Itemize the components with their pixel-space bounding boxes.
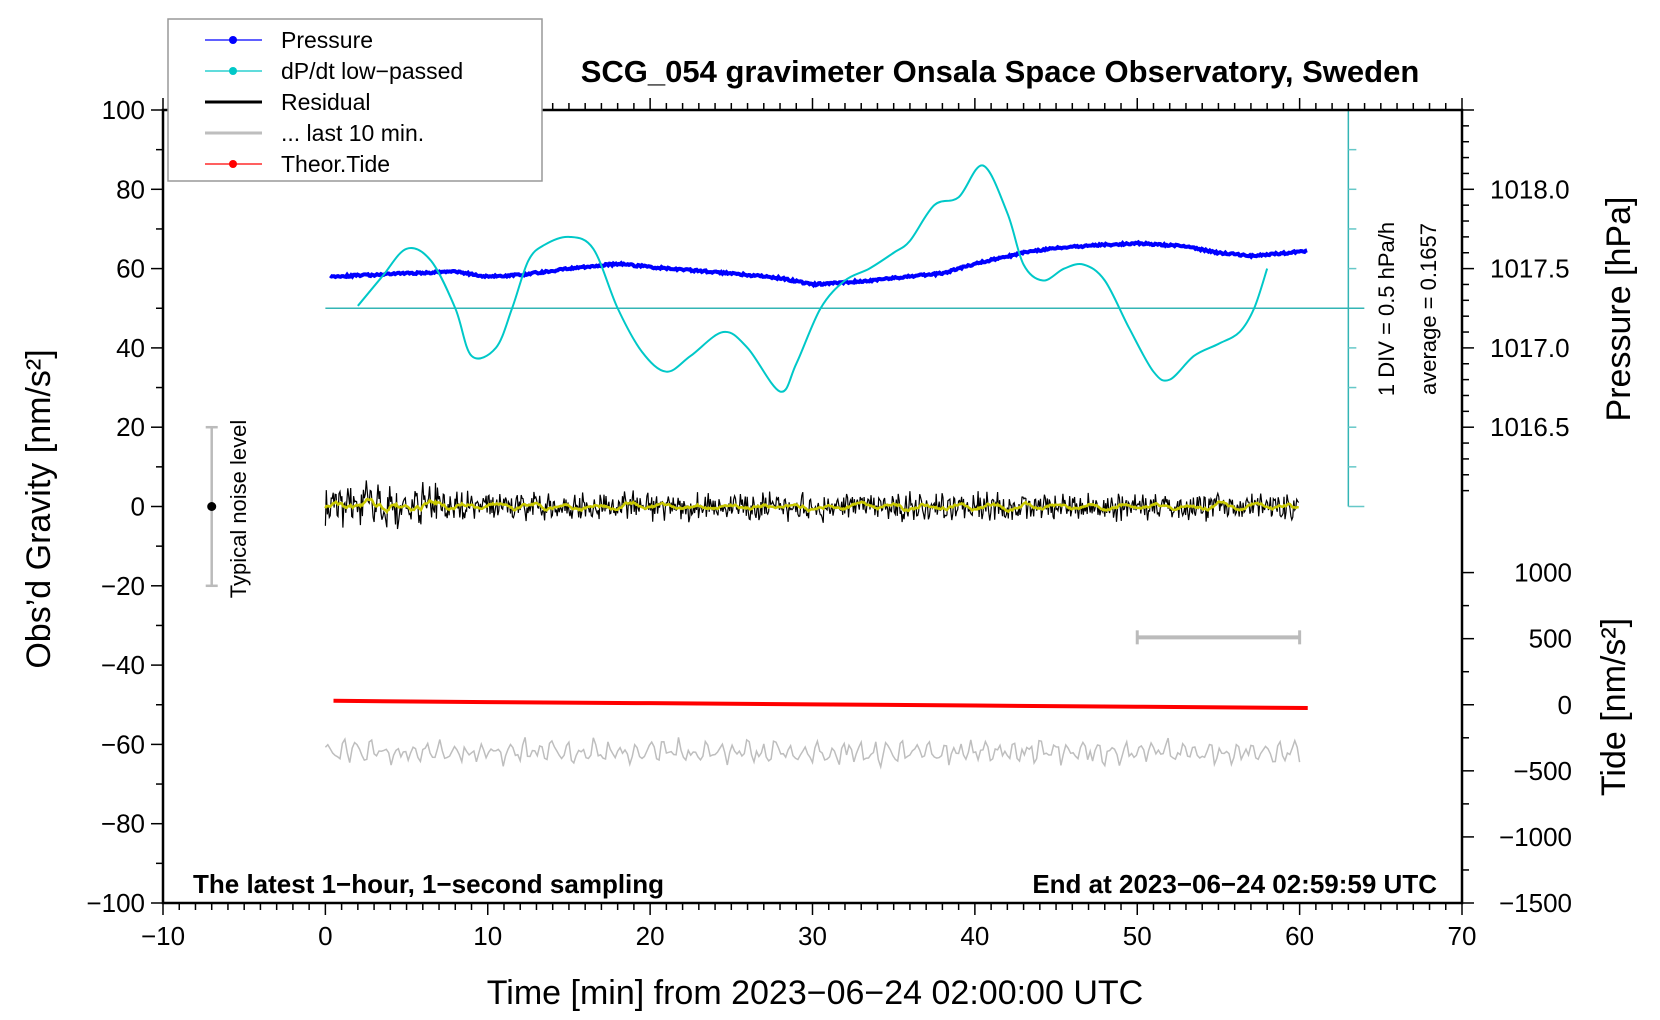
- y-tick-label: 0: [131, 492, 145, 522]
- series-residual-smoothed: [324, 497, 1299, 515]
- tide-tick-label: −1500: [1499, 888, 1572, 918]
- x-tick-label: 50: [1123, 921, 1152, 951]
- legend-label: ... last 10 min.: [281, 120, 424, 146]
- tide-tick-label: 1000: [1514, 558, 1572, 588]
- pressure-tick-label: 1017.0: [1490, 333, 1570, 363]
- y-tick-label: 20: [116, 412, 145, 442]
- y-tick-label: −80: [101, 809, 145, 839]
- noise-level-label: Typical noise level: [226, 420, 251, 599]
- legend-marker: [229, 36, 237, 44]
- noise-level-dot: [207, 502, 217, 511]
- legend-box: [167, 18, 543, 182]
- tide-tick-label: 500: [1529, 624, 1572, 654]
- tide-axis-title: Tide [nm/s²]: [1595, 618, 1633, 796]
- legend: Pressure dP/dt low−passed Residual ... last…: [167, 18, 543, 182]
- pressure-axis-title: Pressure [hPa]: [1600, 197, 1638, 422]
- annotation-bottom-right: End at 2023−06−24 02:59:59 UTC: [1032, 869, 1437, 899]
- y-tick-label: −60: [101, 729, 145, 759]
- y-tick-label: 40: [116, 333, 145, 363]
- dpdt-average-label: average = 0.1657: [1416, 223, 1441, 395]
- y-tick-label: 100: [102, 95, 145, 125]
- tide-tick-label: −500: [1513, 756, 1572, 786]
- tide-tick-label: −1000: [1499, 822, 1572, 852]
- pressure-tick-label: 1016.5: [1490, 412, 1570, 442]
- series-theor-tide: [333, 698, 1308, 711]
- pressure-tick-label: 1018.0: [1490, 174, 1570, 204]
- tide-tick-label: 0: [1558, 690, 1572, 720]
- plot-series: [205, 109, 1365, 770]
- plot-frame: [161, 108, 1464, 905]
- legend-label: dP/dt low−passed: [281, 58, 463, 84]
- x-tick-label: 0: [318, 921, 332, 951]
- series-pressure: [329, 239, 1308, 289]
- legend-marker: [229, 160, 237, 168]
- y-tick-label: 60: [116, 254, 145, 284]
- x-tick-label: 40: [960, 921, 989, 951]
- chart-title: SCG_054 gravimeter Onsala Space Observat…: [581, 54, 1420, 89]
- x-tick-label: 70: [1448, 921, 1477, 951]
- series-last-10-min: [324, 737, 1301, 770]
- legend-label: Theor.Tide: [281, 151, 390, 177]
- tick-labels: −10 0 10 20 30 40 50 60 70100806040200−20−40−60−…: [86, 95, 1572, 951]
- legend-label: Pressure: [281, 27, 373, 53]
- series-dpdt: [357, 164, 1269, 393]
- pressure-tick-label: 1017.5: [1490, 254, 1570, 284]
- x-tick-label: 10: [473, 921, 502, 951]
- y-tick-label: −100: [86, 888, 145, 918]
- x-tick-label: 20: [636, 921, 665, 951]
- y-tick-label: −20: [101, 571, 145, 601]
- annotation-bottom-left: The latest 1−hour, 1−second sampling: [193, 869, 664, 899]
- x-tick-label: −10: [141, 921, 185, 951]
- x-axis-title: Time [min] from 2023−06−24 02:00:00 UTC: [487, 974, 1143, 1012]
- x-tick-label: 30: [798, 921, 827, 951]
- legend-marker: [229, 67, 237, 75]
- y-axis-title: Obs’d Gravity [nm/s²]: [20, 349, 58, 668]
- y-tick-label: 80: [116, 174, 145, 204]
- dpdt-div-label: 1 DIV = 0.5 hPa/h: [1374, 222, 1399, 396]
- legend-label: Residual: [281, 89, 371, 115]
- x-tick-label: 60: [1285, 921, 1314, 951]
- y-tick-label: −40: [101, 650, 145, 680]
